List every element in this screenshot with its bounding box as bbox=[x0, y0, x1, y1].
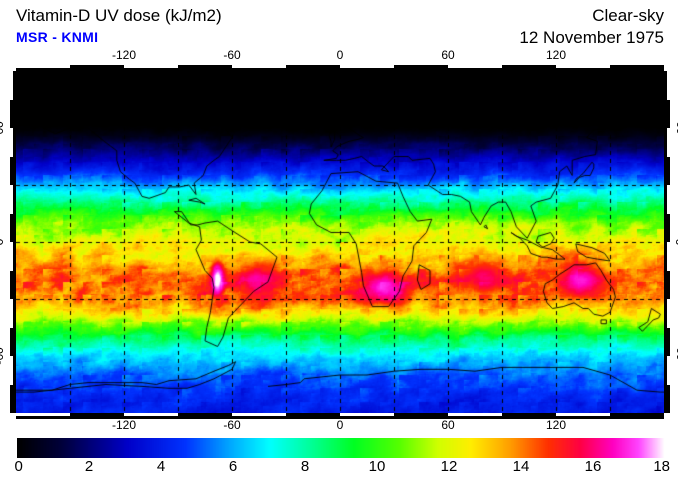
axis-tick-segment bbox=[16, 65, 70, 68]
axis-tick-segment bbox=[667, 242, 670, 271]
axis-tick-segment bbox=[10, 242, 13, 271]
colorbar-tick-10: 10 bbox=[368, 458, 386, 475]
longitude-label--120: -120 bbox=[111, 48, 137, 62]
axis-tick-segment bbox=[667, 71, 670, 100]
axis-bottom bbox=[16, 413, 664, 419]
axis-tick-segment bbox=[10, 128, 13, 157]
colorbar-tick-2: 2 bbox=[84, 458, 94, 475]
sky-condition-label: Clear-sky bbox=[592, 6, 664, 25]
longitude-label-60: 60 bbox=[441, 48, 455, 62]
axis-tick-segment bbox=[340, 65, 394, 68]
axis-tick-segment bbox=[556, 65, 610, 68]
axis-tick-segment bbox=[10, 356, 13, 385]
axis-tick-segment bbox=[10, 71, 13, 100]
axis-tick-segment bbox=[667, 128, 670, 157]
longitude-label--120: -120 bbox=[111, 418, 137, 432]
axis-top bbox=[16, 65, 664, 71]
colorbar-tick-labels: 0 2 4 6 8 10 12 14 16 18 bbox=[14, 458, 670, 479]
page-title: Vitamin-D UV dose (kJ/m2) bbox=[16, 6, 222, 25]
longitude-label-0: 0 bbox=[336, 418, 344, 432]
colorbar-tick-4: 4 bbox=[156, 458, 166, 475]
longitude-label--60: -60 bbox=[223, 418, 241, 432]
longitude-label-120: 120 bbox=[545, 418, 567, 432]
axis-tick-segment bbox=[667, 299, 670, 328]
colorbar-gradient bbox=[17, 438, 665, 458]
longitude-label-0: 0 bbox=[336, 48, 344, 62]
colorbar-tick-14: 14 bbox=[512, 458, 530, 475]
date-label: 12 November 1975 bbox=[519, 28, 664, 47]
longitude-label-120: 120 bbox=[545, 48, 567, 62]
longitude-label-60: 60 bbox=[441, 418, 455, 432]
latitude-label-0: 0 bbox=[0, 239, 6, 246]
axis-tick-segment bbox=[448, 413, 502, 416]
latitude-label--60: -60 bbox=[0, 347, 6, 365]
data-source-label: MSR - KNMI bbox=[16, 29, 99, 45]
longitude-label--60: -60 bbox=[223, 48, 241, 62]
colorbar-tick-8: 8 bbox=[300, 458, 310, 475]
axis-tick-segment bbox=[232, 65, 286, 68]
colorbar-tick-12: 12 bbox=[440, 458, 458, 475]
axis-right bbox=[664, 71, 670, 413]
axis-tick-segment bbox=[667, 185, 670, 214]
axis-tick-segment bbox=[10, 299, 13, 328]
colorbar-tick-18: 18 bbox=[653, 458, 671, 475]
colorbar bbox=[17, 438, 665, 458]
axis-left bbox=[10, 71, 16, 413]
axis-tick-segment bbox=[124, 413, 178, 416]
colorbar-tick-0: 0 bbox=[14, 458, 23, 475]
latitude-label-60: 60 bbox=[0, 121, 6, 135]
axis-tick-segment bbox=[232, 413, 286, 416]
colorbar-tick-16: 16 bbox=[584, 458, 602, 475]
axis-tick-segment bbox=[448, 65, 502, 68]
axis-tick-segment bbox=[16, 413, 70, 416]
axis-tick-segment bbox=[667, 356, 670, 385]
axis-tick-segment bbox=[340, 413, 394, 416]
axis-tick-segment bbox=[556, 413, 610, 416]
uv-dose-heatmap bbox=[16, 71, 664, 413]
axis-tick-segment bbox=[10, 185, 13, 214]
figure-header: Vitamin-D UV dose (kJ/m2) MSR - KNMI Cle… bbox=[0, 0, 678, 52]
colorbar-tick-6: 6 bbox=[228, 458, 238, 475]
axis-tick-segment bbox=[124, 65, 178, 68]
